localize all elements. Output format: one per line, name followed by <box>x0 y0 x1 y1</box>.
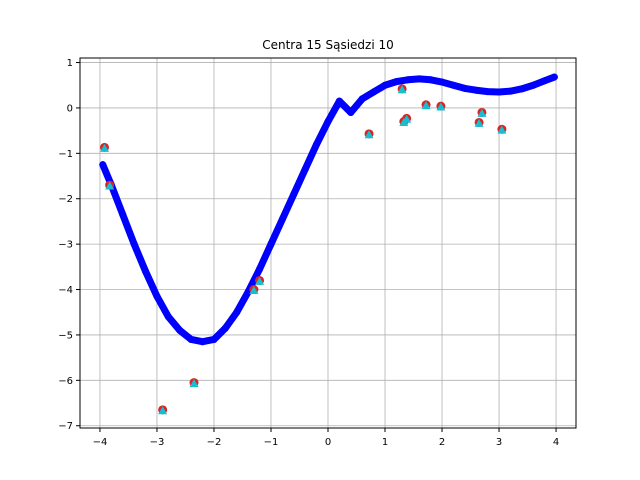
curve-point <box>427 76 435 84</box>
curve-point <box>290 190 298 198</box>
curve-point <box>484 88 492 96</box>
y-tick-label: −2 <box>58 194 73 205</box>
curve-point <box>153 292 161 300</box>
predicted-point <box>436 102 446 111</box>
curve-point <box>313 140 321 148</box>
x-tick-label: 3 <box>496 437 502 448</box>
curve-point <box>221 324 229 332</box>
curve-point <box>233 308 241 316</box>
curve-point <box>550 73 558 81</box>
curve-point <box>142 267 150 275</box>
curve-point <box>267 240 275 248</box>
curve-point <box>176 326 184 334</box>
x-axis-ticks: −4 −3 −2 −1 0 1 2 3 4 <box>93 428 559 448</box>
x-tick-label: −2 <box>207 437 222 448</box>
grid-lines <box>80 58 576 428</box>
predicted-point <box>105 181 115 190</box>
chart-title: Centra 15 Sąsiedzi 10 <box>262 38 394 52</box>
predicted-point <box>158 406 168 415</box>
predicted-point <box>497 125 507 134</box>
x-tick-label: −4 <box>93 437 108 448</box>
predicted-points <box>100 85 507 415</box>
curve-point <box>518 85 526 93</box>
curve-point <box>449 81 457 89</box>
predicted-point <box>477 108 487 117</box>
curve-point <box>381 81 389 89</box>
predicted-point <box>474 118 484 127</box>
curve-point <box>358 95 366 103</box>
curve-point <box>199 338 207 346</box>
predicted-point <box>249 285 259 294</box>
x-tick-label: −3 <box>150 437 165 448</box>
x-tick-label: 0 <box>325 437 331 448</box>
curve-point <box>506 87 514 95</box>
curve-point <box>472 86 480 94</box>
y-tick-label: −3 <box>58 240 73 251</box>
predicted-point <box>364 130 374 139</box>
curve-point <box>495 88 503 96</box>
y-tick-label: −7 <box>58 421 73 432</box>
curve-point <box>529 81 537 89</box>
curve-point <box>301 165 309 173</box>
curve-point <box>99 161 107 169</box>
curve-point <box>164 313 172 321</box>
predicted-point <box>397 85 407 94</box>
curve-point <box>324 118 332 126</box>
curve-point <box>370 88 378 96</box>
y-axis-ticks: −7 −6 −5 −4 −3 −2 −1 0 1 <box>58 58 80 432</box>
x-tick-label: 2 <box>439 437 445 448</box>
y-tick-label: −4 <box>58 285 73 296</box>
x-tick-label: 4 <box>553 437 559 448</box>
curve-point <box>347 108 355 116</box>
predicted-point <box>421 101 431 110</box>
y-tick-label: −5 <box>58 330 73 341</box>
curve-point <box>541 77 549 85</box>
y-tick-label: 0 <box>67 103 73 114</box>
curve-point <box>404 76 412 84</box>
curve-point <box>392 78 400 86</box>
y-tick-label: −1 <box>58 149 73 160</box>
curve-point <box>130 240 138 248</box>
predicted-point <box>402 114 412 123</box>
x-tick-label: 1 <box>382 437 388 448</box>
curve-point <box>119 211 127 219</box>
curve-point <box>256 265 264 273</box>
curve-series <box>99 73 558 346</box>
predicted-point <box>189 379 199 388</box>
predicted-point <box>100 143 110 152</box>
y-tick-label: 1 <box>67 58 73 69</box>
x-tick-label: −1 <box>264 437 279 448</box>
curve-point <box>415 75 423 83</box>
curve-point <box>187 335 195 343</box>
predicted-point <box>255 276 265 285</box>
curve-point <box>278 215 286 223</box>
curve-point <box>461 84 469 92</box>
y-tick-label: −6 <box>58 376 73 387</box>
curve-point <box>335 97 343 105</box>
curve-point <box>438 78 446 86</box>
curve-point <box>210 335 218 343</box>
